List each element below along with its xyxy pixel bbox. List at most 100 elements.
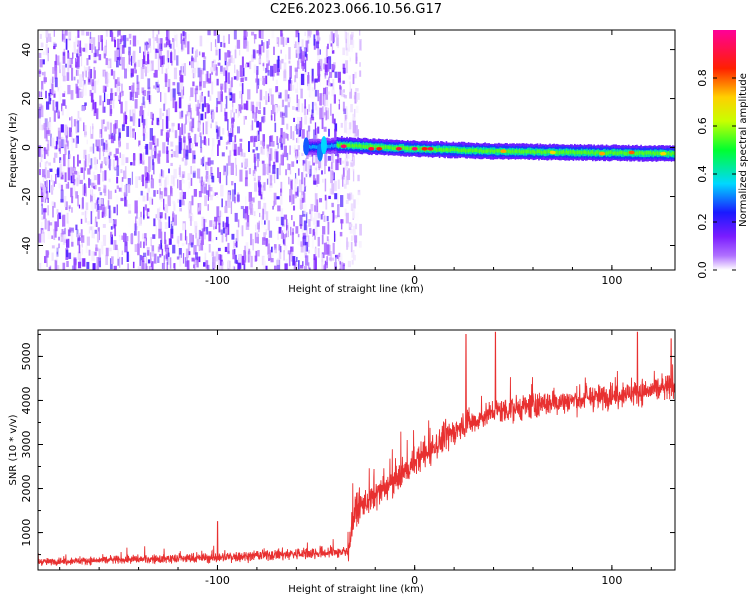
noise-cell — [352, 169, 355, 182]
noise-cell — [119, 38, 123, 43]
noise-cell — [301, 129, 305, 139]
noise-cell — [253, 137, 256, 147]
noise-cell — [156, 138, 159, 147]
noise-cell — [240, 77, 244, 83]
noise-cell — [273, 161, 276, 167]
noise-cell — [328, 166, 331, 172]
noise-cell — [177, 198, 181, 203]
noise-cell — [330, 103, 332, 116]
noise-cell — [199, 35, 203, 47]
noise-cell — [134, 99, 138, 109]
noise-cell — [299, 77, 302, 90]
noise-cell — [303, 156, 306, 160]
noise-cell — [43, 123, 47, 130]
noise-cell — [127, 178, 131, 186]
noise-cell — [260, 215, 263, 225]
noise-cell — [170, 175, 174, 185]
noise-cell — [147, 166, 151, 172]
noise-cell — [110, 69, 114, 76]
noise-cell — [62, 214, 66, 227]
noise-cell — [352, 120, 356, 134]
noise-cell — [145, 172, 149, 181]
noise-cell — [181, 200, 185, 206]
noise-cell — [277, 143, 279, 149]
noise-cell — [270, 110, 273, 118]
noise-cell — [348, 122, 352, 136]
noise-cell — [147, 187, 150, 193]
noise-cell — [125, 166, 127, 179]
noise-cell — [294, 67, 298, 72]
noise-cell — [313, 129, 316, 141]
noise-cell — [240, 205, 244, 210]
signal-cell — [586, 151, 589, 155]
noise-cell — [208, 184, 211, 197]
noise-cell — [260, 147, 264, 155]
noise-cell — [247, 89, 251, 100]
noise-cell — [227, 155, 231, 166]
signal-cell — [571, 150, 573, 154]
signal-cell — [337, 143, 340, 148]
noise-cell — [70, 167, 74, 175]
signal-cell — [353, 144, 355, 148]
noise-cell — [315, 128, 318, 140]
noise-cell — [312, 174, 317, 185]
noise-cell — [286, 37, 290, 43]
noise-cell — [163, 259, 165, 270]
noise-cell — [223, 165, 226, 176]
noise-cell — [304, 31, 306, 36]
noise-cell — [232, 107, 235, 119]
noise-cell — [262, 163, 266, 176]
noise-cell — [41, 203, 43, 215]
noise-cell — [241, 162, 243, 168]
noise-cell — [339, 157, 342, 165]
noise-cell — [170, 88, 173, 102]
noise-cell — [265, 265, 268, 270]
noise-cell — [207, 116, 210, 128]
noise-cell — [84, 183, 87, 197]
x-tick-label: 100 — [601, 274, 622, 287]
noise-cell — [94, 204, 99, 210]
noise-cell — [145, 256, 148, 269]
signal-cell — [313, 144, 315, 149]
noise-cell — [174, 101, 178, 113]
noise-cell — [266, 151, 269, 158]
noise-cell — [224, 52, 227, 61]
noise-cell — [234, 196, 236, 204]
noise-cell — [337, 37, 340, 49]
noise-cell — [109, 30, 113, 37]
noise-cell — [114, 79, 118, 88]
noise-cell — [217, 91, 221, 102]
noise-cell — [292, 131, 295, 141]
signal-cell — [565, 149, 568, 154]
noise-cell — [76, 234, 79, 239]
noise-cell — [132, 220, 135, 232]
signal-cell — [458, 148, 460, 153]
noise-cell — [99, 148, 101, 160]
noise-cell — [129, 39, 132, 45]
noise-cell — [280, 216, 284, 226]
noise-cell — [331, 162, 333, 170]
noise-cell — [187, 104, 191, 113]
noise-cell — [228, 59, 231, 66]
noise-cell — [323, 215, 326, 222]
x-tick-label: 100 — [601, 574, 622, 587]
noise-cell — [179, 199, 182, 207]
noise-cell — [121, 90, 124, 96]
noise-cell — [307, 125, 311, 132]
noise-cell — [328, 128, 330, 137]
noise-cell — [191, 47, 194, 54]
signal-cell — [365, 145, 368, 149]
noise-cell — [261, 214, 265, 228]
noise-cell — [282, 37, 285, 47]
noise-cell — [344, 183, 347, 189]
noise-cell — [201, 103, 205, 112]
noise-cell — [290, 247, 294, 261]
noise-cell — [304, 59, 307, 73]
noise-cell — [315, 160, 317, 173]
noise-cell — [182, 35, 186, 45]
noise-cell — [117, 77, 121, 87]
signal-cell — [335, 143, 337, 148]
noise-cell — [138, 153, 140, 166]
noise-cell — [191, 195, 194, 206]
signal-cell — [643, 152, 645, 156]
